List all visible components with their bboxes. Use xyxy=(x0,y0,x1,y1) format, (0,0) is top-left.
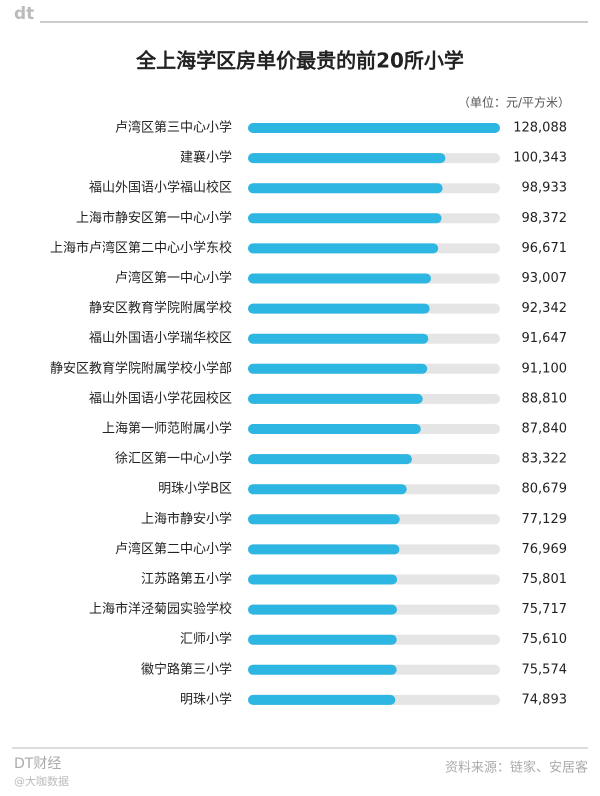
category-label: 静安区教育学院附属学校小学部 xyxy=(50,360,232,376)
bar xyxy=(248,153,446,164)
bar xyxy=(248,243,439,254)
category-label: 明珠小学B区 xyxy=(158,481,232,497)
bar xyxy=(248,634,397,645)
value-label: 128,088 xyxy=(513,121,567,136)
value-label: 87,840 xyxy=(522,422,568,437)
bar xyxy=(248,303,430,314)
value-label: 100,343 xyxy=(513,151,567,166)
bar xyxy=(248,664,397,675)
category-label: 上海市洋泾菊园实验学校 xyxy=(89,601,232,617)
category-label: 汇师小学 xyxy=(180,631,232,647)
footer-brand: DT财经 xyxy=(14,756,61,772)
bar xyxy=(248,393,423,404)
value-label: 88,810 xyxy=(522,391,568,406)
bar xyxy=(248,183,443,194)
footer-source: 资料来源：链家、安居客 xyxy=(445,760,588,776)
bar xyxy=(248,514,400,525)
bar xyxy=(248,123,500,133)
category-label: 卢湾区第二中心小学 xyxy=(115,541,232,557)
value-label: 93,007 xyxy=(522,271,568,286)
value-label: 75,801 xyxy=(522,572,568,587)
category-label: 上海市卢湾区第二中心小学东校 xyxy=(50,240,232,256)
bar xyxy=(248,484,407,495)
category-label: 静安区教育学院附属学校 xyxy=(89,300,232,316)
category-label: 福山外国语小学花园校区 xyxy=(89,390,232,406)
value-label: 96,671 xyxy=(522,241,568,256)
bar xyxy=(248,213,442,224)
value-label: 75,610 xyxy=(522,632,568,647)
category-label: 徽宁路第三小学 xyxy=(141,661,232,677)
category-label: 江苏路第五小学 xyxy=(141,571,232,587)
category-label: 福山外国语小学福山校区 xyxy=(89,180,232,196)
bar xyxy=(248,574,398,585)
value-label: 91,647 xyxy=(522,331,568,346)
bar xyxy=(248,273,431,284)
value-label: 80,679 xyxy=(522,482,568,497)
category-label: 徐汇区第一中心小学 xyxy=(115,451,232,467)
category-label: 上海市静安小学 xyxy=(141,511,232,527)
category-label: 上海市静安区第一中心小学 xyxy=(76,210,232,226)
category-label: 卢湾区第三中心小学 xyxy=(115,120,232,136)
value-label: 98,933 xyxy=(522,181,568,196)
value-label: 92,342 xyxy=(522,301,568,316)
bar xyxy=(248,454,412,465)
bar xyxy=(248,363,428,374)
bar xyxy=(248,333,429,344)
value-label: 77,129 xyxy=(522,512,568,527)
unit-label: （单位：元/平方米） xyxy=(458,95,570,110)
value-label: 75,717 xyxy=(522,602,568,617)
bar xyxy=(248,604,397,615)
category-label: 建襄小学 xyxy=(180,150,232,166)
value-label: 74,893 xyxy=(522,692,568,707)
value-label: 98,372 xyxy=(522,211,568,226)
value-label: 75,574 xyxy=(522,662,568,677)
value-label: 91,100 xyxy=(522,361,568,376)
category-label: 卢湾区第一中心小学 xyxy=(115,270,232,286)
logo: dt xyxy=(14,4,34,24)
bar xyxy=(248,424,421,434)
category-label: 上海第一师范附属小学 xyxy=(102,421,232,437)
category-label: 明珠小学 xyxy=(180,691,232,707)
bar xyxy=(248,694,396,705)
value-label: 83,322 xyxy=(522,452,568,467)
value-label: 76,969 xyxy=(522,542,568,557)
watermark: @大咖数据 xyxy=(14,774,69,788)
category-label: 福山外国语小学瑞华校区 xyxy=(89,330,232,346)
bar xyxy=(248,544,400,555)
chart-title: 全上海学区房单价最贵的前20所小学 xyxy=(135,49,464,73)
